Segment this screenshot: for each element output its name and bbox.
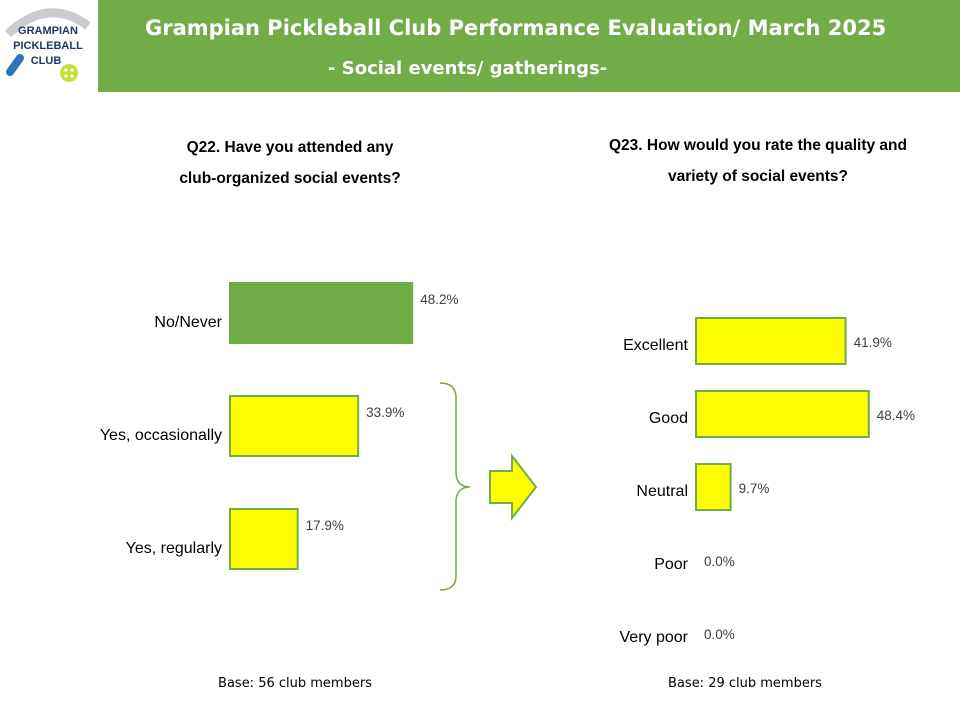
q22-category-label: No/Never [154,314,222,331]
q22-bar-no-never [229,282,414,344]
q22-title-line-2: club-organized social events? [179,170,401,187]
grouping-bracket [439,382,471,591]
logo-arc [4,8,91,38]
q22-bar-chart: No/Never 48.2% Yes, occasionally 33.9% Yes, … [100,282,458,570]
q23-value-label: 41.9% [854,335,892,350]
q22-title: Q22. Have you attended any club-organize… [140,132,440,194]
pickleball-icon [60,64,78,82]
q22-bar-yes-regularly [229,508,299,570]
q23-value-label: 0.0% [704,554,735,569]
q23-category-label: Neutral [636,483,688,500]
right-arrow-icon [489,453,538,521]
logo-text-2: PICKLEBALL [13,40,83,52]
q23-value-label: 48.4% [877,408,915,423]
q23-category-label: Very poor [620,629,689,646]
q23-category-label: Poor [654,556,688,573]
q23-base-note: Base: 29 club members [668,676,822,691]
q23-bar-chart: Excellent 41.9% Good 48.4% Neutral 9.7% Poor 0.… [620,317,915,646]
q22-title-line-1: Q22. Have you attended any [186,139,394,156]
q22-value-label: 48.2% [420,292,458,307]
q23-value-label: 0.0% [704,627,735,642]
club-logo: GRAMPIAN PICKLEBALL CLUB [4,8,91,82]
q23-value-label: 9.7% [739,481,770,496]
paddle-icon [6,54,24,76]
q23-title-line-1: Q23. How would you rate the quality and [609,137,907,154]
q22-base-note: Base: 56 club members [218,676,372,691]
q22-category-label: Yes, occasionally [100,427,222,444]
q23-category-label: Good [649,410,688,427]
q22-value-label: 17.9% [306,518,344,533]
q22-bar-yes-occasionally [229,395,360,457]
header-banner [98,0,960,92]
q22-category-label: Yes, regularly [126,540,222,557]
page-title: Grampian Pickleball Club Performance Eva… [145,16,887,40]
logo-text-1: GRAMPIAN [18,25,78,37]
q23-bar-neutral [695,463,732,511]
q23-bar-excellent [695,317,847,365]
q22-value-label: 33.9% [366,405,404,420]
page-subtitle: - Social events/ gatherings- [328,58,608,79]
q23-category-label: Excellent [623,337,688,354]
logo-text-3: CLUB [31,55,62,67]
q23-bar-good [695,390,870,438]
q23-title-line-2: variety of social events? [667,168,849,185]
q23-title: Q23. How would you rate the quality and … [568,130,948,192]
